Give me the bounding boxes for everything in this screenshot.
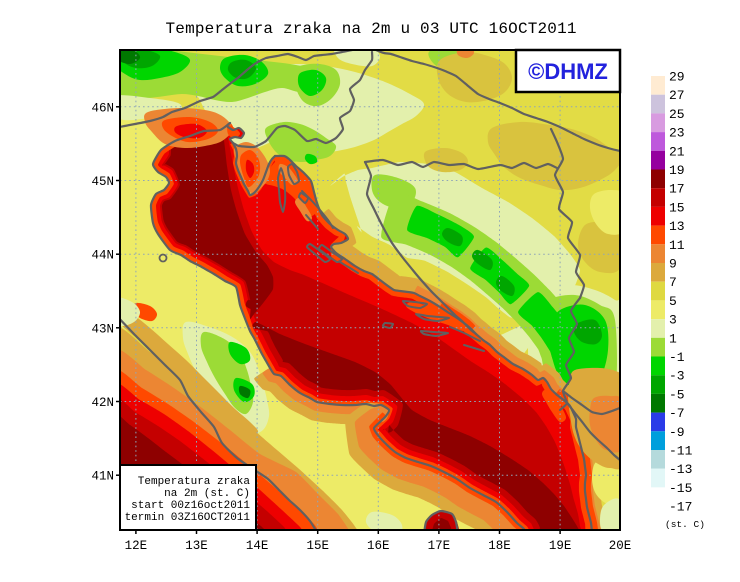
svg-text:46N: 46N — [91, 101, 114, 115]
svg-text:25: 25 — [669, 107, 685, 122]
svg-text:13E: 13E — [185, 539, 208, 553]
svg-text:Temperatura zraka na 2m u 03 U: Temperatura zraka na 2m u 03 UTC 16OCT20… — [166, 20, 577, 38]
svg-text:42N: 42N — [91, 396, 114, 410]
svg-text:-5: -5 — [669, 387, 685, 402]
svg-text:(st. C): (st. C) — [665, 519, 705, 530]
svg-text:12E: 12E — [125, 539, 148, 553]
svg-text:-9: -9 — [669, 425, 685, 440]
svg-text:17E: 17E — [428, 539, 451, 553]
svg-text:Temperatura zraka: Temperatura zraka — [138, 476, 251, 488]
svg-text:-1: -1 — [669, 350, 685, 365]
svg-text:17: 17 — [669, 182, 685, 197]
svg-text:21: 21 — [669, 144, 685, 159]
svg-text:-13: -13 — [669, 462, 692, 477]
svg-text:41N: 41N — [91, 470, 114, 484]
svg-text:©DHMZ: ©DHMZ — [528, 59, 608, 84]
svg-text:-15: -15 — [669, 481, 692, 496]
svg-text:27: 27 — [669, 88, 685, 103]
svg-text:44N: 44N — [91, 249, 114, 263]
svg-text:29: 29 — [669, 70, 685, 85]
svg-text:-17: -17 — [669, 500, 692, 515]
svg-text:start 00z16oct2011: start 00z16oct2011 — [131, 500, 250, 512]
svg-text:13: 13 — [669, 219, 685, 234]
svg-text:15: 15 — [669, 200, 685, 215]
svg-text:termin 03Z16OCT2011: termin 03Z16OCT2011 — [125, 512, 251, 524]
svg-text:-3: -3 — [669, 369, 685, 384]
svg-text:7: 7 — [669, 275, 677, 290]
svg-text:15E: 15E — [306, 539, 329, 553]
svg-text:20E: 20E — [609, 539, 632, 553]
svg-text:23: 23 — [669, 126, 685, 141]
svg-text:-7: -7 — [669, 406, 685, 421]
svg-text:5: 5 — [669, 294, 677, 309]
svg-text:9: 9 — [669, 257, 677, 272]
svg-text:19E: 19E — [549, 539, 572, 553]
svg-text:43N: 43N — [91, 322, 114, 336]
svg-text:1: 1 — [669, 331, 677, 346]
svg-text:45N: 45N — [91, 175, 114, 189]
svg-text:16E: 16E — [367, 539, 390, 553]
svg-text:18E: 18E — [488, 539, 511, 553]
svg-text:na 2m (st. C): na 2m (st. C) — [164, 488, 250, 500]
svg-text:-11: -11 — [669, 444, 693, 459]
svg-text:14E: 14E — [246, 539, 269, 553]
svg-text:3: 3 — [669, 313, 677, 328]
svg-text:19: 19 — [669, 163, 685, 178]
svg-text:11: 11 — [669, 238, 685, 253]
